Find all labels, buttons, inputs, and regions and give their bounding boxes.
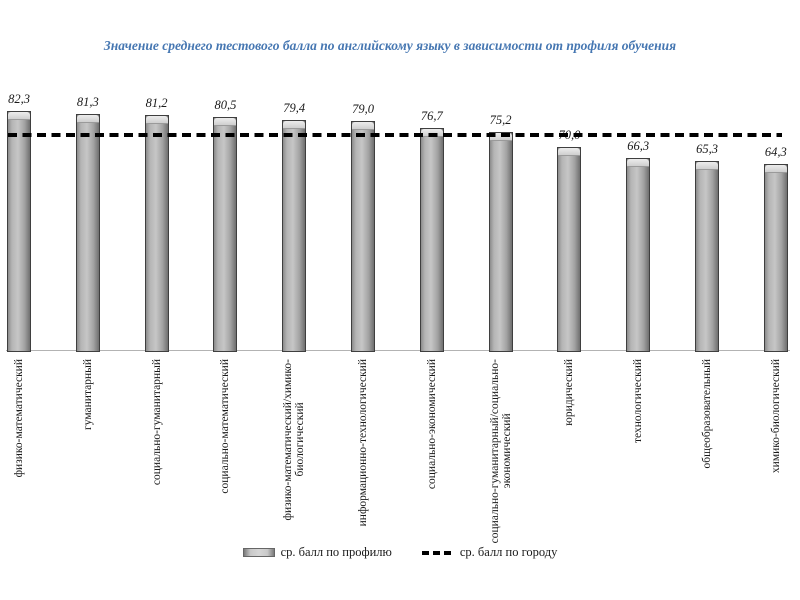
value-label-5: 79,4: [283, 101, 306, 115]
bar-cap: [764, 165, 787, 173]
category-label-8: социально-гуманитарный/социально- эконом…: [488, 359, 513, 544]
category-label-5: физико-математический/химико- биологичес…: [282, 359, 307, 521]
category-label-4: социально-математический: [219, 359, 232, 494]
value-label-10: 66,3: [627, 139, 650, 153]
bar-cap: [627, 159, 650, 167]
category-label-11: общеобразовательный: [701, 359, 713, 469]
city-average-dashed-line: [8, 133, 782, 138]
bar-5: [282, 120, 307, 352]
bar-1: [7, 111, 31, 352]
bar-6: [351, 121, 375, 352]
bar-cap: [8, 112, 30, 120]
value-label-1: 82,3: [8, 92, 30, 106]
value-label-8: 75,2: [489, 113, 512, 127]
legend-item-profile: ср. балл по профилю: [242, 545, 392, 560]
value-label-7: 76,7: [420, 109, 443, 123]
bar-8: [488, 132, 513, 352]
x-axis-line: [6, 350, 790, 351]
chart-title: Значение среднего тестового балла по анг…: [103, 38, 677, 53]
bar-4: [213, 117, 238, 352]
bar-cap: [283, 121, 306, 129]
dashed-line-swatch-icon: [421, 550, 454, 555]
category-label-12: химико-биологический: [769, 359, 782, 474]
category-label-6: информационно-технологический: [357, 359, 369, 527]
bar-cap: [558, 148, 581, 156]
category-label-9: юридический: [563, 359, 576, 426]
bar-12: [763, 164, 788, 352]
bar-swatch-icon: [242, 548, 275, 557]
bar-cap: [76, 115, 99, 123]
legend-item-city: ср. балл по городу: [421, 545, 558, 560]
bar-11: [695, 161, 719, 352]
category-label-7: социально-экономический: [425, 359, 438, 490]
bar-cap: [696, 162, 718, 170]
category-label-3: социально-гуманитарный: [150, 359, 163, 486]
value-label-4: 80,5: [214, 98, 237, 112]
value-label-12: 64,3: [764, 145, 787, 159]
value-label-2: 81,3: [76, 95, 99, 109]
legend-city-label: ср. балл по городу: [459, 545, 558, 559]
legend-profile-label: ср. балл по профилю: [280, 545, 392, 559]
bar-3: [144, 115, 169, 352]
category-label-1: физико-математический: [13, 359, 25, 478]
bar-10: [626, 158, 651, 352]
value-label-6: 79,0: [352, 102, 374, 116]
value-label-11: 65,3: [696, 142, 718, 156]
bar-cap: [214, 118, 237, 126]
category-label-2: гуманитарный: [81, 359, 94, 430]
value-label-3: 81,2: [145, 96, 168, 110]
bar-cap: [145, 116, 168, 124]
bar-2: [75, 114, 100, 352]
legend: ср. балл по профилю ср. балл по городу: [0, 545, 800, 560]
bar-cap: [352, 122, 374, 130]
bar-7: [419, 128, 444, 352]
bar-9: [557, 147, 582, 352]
category-label-10: технологический: [632, 359, 645, 444]
